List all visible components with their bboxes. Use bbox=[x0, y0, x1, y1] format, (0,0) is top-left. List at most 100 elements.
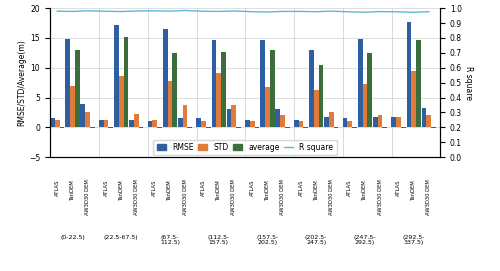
Bar bbox=[342, 118, 347, 127]
Bar bbox=[426, 115, 431, 127]
Text: ATLAS: ATLAS bbox=[250, 180, 255, 196]
Text: AW3D30 DEM: AW3D30 DEM bbox=[134, 180, 139, 215]
Bar bbox=[99, 120, 103, 127]
Bar bbox=[422, 108, 426, 127]
Text: ATLAS: ATLAS bbox=[152, 180, 158, 196]
Text: ATLAS: ATLAS bbox=[55, 180, 60, 196]
Bar bbox=[75, 50, 80, 127]
Bar bbox=[90, 127, 94, 128]
Bar bbox=[206, 127, 210, 128]
Bar bbox=[245, 120, 250, 127]
Y-axis label: RMSE/STD/Average(m): RMSE/STD/Average(m) bbox=[17, 39, 26, 126]
Bar bbox=[406, 22, 412, 127]
Bar bbox=[431, 127, 436, 128]
Bar bbox=[148, 121, 152, 127]
Text: AW3D30 DEM: AW3D30 DEM bbox=[378, 180, 382, 215]
Text: (247.5-
292.5): (247.5- 292.5) bbox=[354, 235, 376, 246]
Bar bbox=[270, 50, 274, 127]
Text: TanDEM: TanDEM bbox=[265, 180, 270, 200]
Bar bbox=[368, 53, 372, 127]
Text: AW3D30 DEM: AW3D30 DEM bbox=[329, 180, 334, 215]
Bar bbox=[168, 81, 172, 127]
Text: (0-22.5): (0-22.5) bbox=[60, 235, 85, 240]
Text: (292.5-
337.5): (292.5- 337.5) bbox=[402, 235, 425, 246]
Bar bbox=[163, 29, 168, 127]
Text: TanDEM: TanDEM bbox=[411, 180, 416, 200]
Text: AW3D30 DEM: AW3D30 DEM bbox=[426, 180, 432, 215]
Text: AW3D30 DEM: AW3D30 DEM bbox=[182, 180, 188, 215]
Text: (202.5-
247.5): (202.5- 247.5) bbox=[305, 235, 328, 246]
Bar bbox=[373, 117, 378, 127]
Text: AW3D30 DEM: AW3D30 DEM bbox=[85, 180, 90, 215]
Text: TanDEM: TanDEM bbox=[118, 180, 124, 200]
Bar bbox=[104, 120, 108, 127]
Bar bbox=[352, 127, 357, 128]
Bar bbox=[309, 50, 314, 127]
Bar bbox=[304, 127, 308, 128]
Bar bbox=[324, 117, 329, 127]
Text: (157.5-
202.5): (157.5- 202.5) bbox=[256, 235, 278, 246]
Text: TanDEM: TanDEM bbox=[216, 180, 221, 200]
Bar bbox=[382, 127, 387, 128]
Text: AW3D30 DEM: AW3D30 DEM bbox=[280, 180, 285, 215]
Bar bbox=[172, 53, 177, 127]
Bar bbox=[348, 121, 352, 127]
Bar bbox=[329, 112, 334, 127]
Bar bbox=[85, 112, 90, 127]
Bar bbox=[232, 105, 236, 127]
Text: TanDEM: TanDEM bbox=[70, 180, 75, 200]
Text: ATLAS: ATLAS bbox=[348, 180, 352, 196]
Bar bbox=[60, 127, 64, 128]
Bar bbox=[80, 104, 85, 127]
Bar bbox=[182, 105, 188, 127]
Text: ATLAS: ATLAS bbox=[396, 180, 401, 196]
Bar bbox=[216, 73, 221, 127]
Bar bbox=[226, 109, 232, 127]
Bar bbox=[196, 118, 201, 127]
Bar bbox=[280, 115, 285, 127]
Bar bbox=[362, 85, 368, 127]
Bar bbox=[358, 38, 362, 127]
Bar bbox=[212, 40, 216, 127]
Text: (22.5-67.5): (22.5-67.5) bbox=[104, 235, 138, 240]
Bar bbox=[221, 52, 226, 127]
Text: ATLAS: ATLAS bbox=[104, 180, 108, 196]
Bar bbox=[294, 120, 298, 127]
Bar bbox=[114, 25, 119, 127]
Bar bbox=[70, 86, 75, 127]
Bar bbox=[152, 120, 157, 127]
Bar bbox=[201, 121, 206, 127]
Bar bbox=[157, 127, 162, 128]
Bar bbox=[119, 76, 124, 127]
Text: AW3D30 DEM: AW3D30 DEM bbox=[232, 180, 236, 215]
Bar bbox=[108, 127, 113, 128]
Bar bbox=[285, 127, 290, 128]
Bar bbox=[50, 118, 55, 127]
Bar bbox=[250, 121, 254, 127]
Bar bbox=[254, 127, 260, 128]
Y-axis label: R square: R square bbox=[464, 66, 473, 100]
Legend: RMSE, STD, average, R square: RMSE, STD, average, R square bbox=[154, 140, 336, 155]
Bar bbox=[178, 118, 182, 127]
Bar bbox=[134, 114, 138, 127]
Bar bbox=[334, 127, 338, 128]
Bar bbox=[318, 65, 324, 127]
Text: TanDEM: TanDEM bbox=[314, 180, 318, 200]
Bar bbox=[138, 127, 143, 128]
Bar bbox=[276, 109, 280, 127]
Bar bbox=[188, 127, 192, 128]
Text: ATLAS: ATLAS bbox=[201, 180, 206, 196]
Text: TanDEM: TanDEM bbox=[168, 180, 172, 200]
Bar bbox=[392, 117, 396, 127]
Bar bbox=[260, 40, 265, 127]
Bar bbox=[412, 71, 416, 127]
Bar bbox=[378, 115, 382, 127]
Bar bbox=[129, 120, 134, 127]
Text: TanDEM: TanDEM bbox=[362, 180, 368, 200]
Bar bbox=[66, 39, 70, 127]
Bar bbox=[314, 90, 318, 127]
Bar bbox=[416, 40, 421, 127]
Bar bbox=[124, 37, 128, 127]
Bar bbox=[236, 127, 241, 128]
Bar bbox=[401, 127, 406, 128]
